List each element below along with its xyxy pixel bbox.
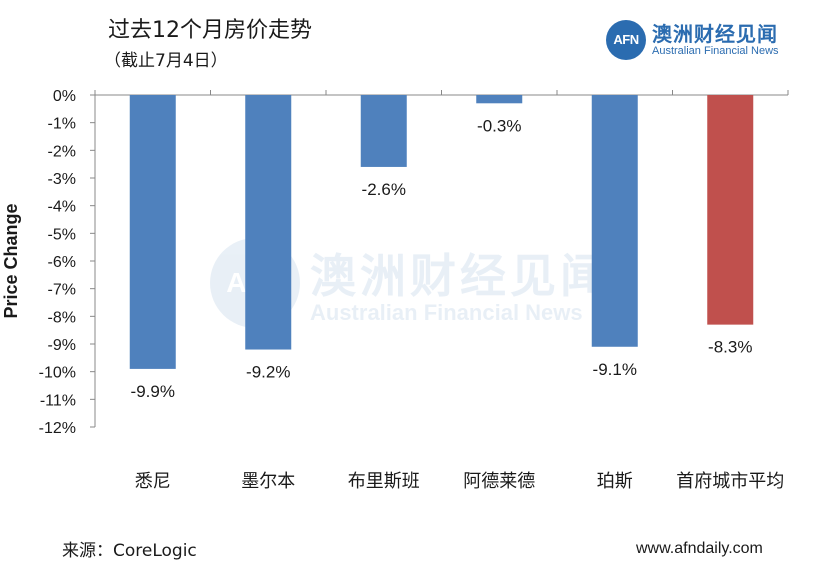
logo-name-en: Australian Financial News <box>652 45 779 57</box>
y-tick-label: -3% <box>48 171 76 188</box>
y-tick-label: -12% <box>39 420 76 437</box>
y-tick-label: -4% <box>48 199 76 216</box>
y-tick-label: -10% <box>39 365 76 382</box>
category-label: 布里斯班 <box>348 471 420 492</box>
bar <box>591 95 638 347</box>
category-label: 悉尼 <box>135 471 171 492</box>
afn-logo-icon: AFN <box>606 20 646 60</box>
data-label: -9.2% <box>246 363 290 382</box>
afn-logo: AFN 澳洲财经见闻 Australian Financial News <box>606 18 806 64</box>
y-tick-label: -6% <box>48 254 76 271</box>
bar <box>360 95 407 167</box>
data-label: -0.3% <box>477 116 521 135</box>
y-tick-label: -2% <box>48 143 76 160</box>
data-label: -9.9% <box>131 382 175 401</box>
data-label: -2.6% <box>362 180 406 199</box>
website-link[interactable]: www.afndaily.com <box>636 540 763 557</box>
chart-subtitle: （截止7月4日） <box>104 51 228 71</box>
y-tick-label: -8% <box>48 309 76 326</box>
y-tick-label: -5% <box>48 226 76 243</box>
bar <box>245 95 292 350</box>
bar <box>707 95 754 325</box>
y-tick-label: -9% <box>48 337 76 354</box>
category-label: 墨尔本 <box>241 471 295 492</box>
y-axis-title: Price Change <box>1 203 21 318</box>
bar <box>129 95 176 369</box>
bar <box>476 95 523 104</box>
data-label: -9.1% <box>593 360 637 379</box>
source-note: 来源：CoreLogic <box>62 541 197 561</box>
category-label: 珀斯 <box>597 471 633 492</box>
category-label: 首府城市平均 <box>676 471 784 492</box>
y-tick-label: -1% <box>48 116 76 133</box>
logo-name-cn: 澳洲财经见闻 <box>652 22 778 46</box>
y-tick-label: -7% <box>48 282 76 299</box>
data-label: -8.3% <box>708 338 752 357</box>
y-tick-label: -11% <box>40 392 76 409</box>
category-label: 阿德莱德 <box>463 471 535 492</box>
chart-title: 过去12个月房价走势 <box>108 18 312 43</box>
y-tick-label: 0% <box>53 88 76 105</box>
